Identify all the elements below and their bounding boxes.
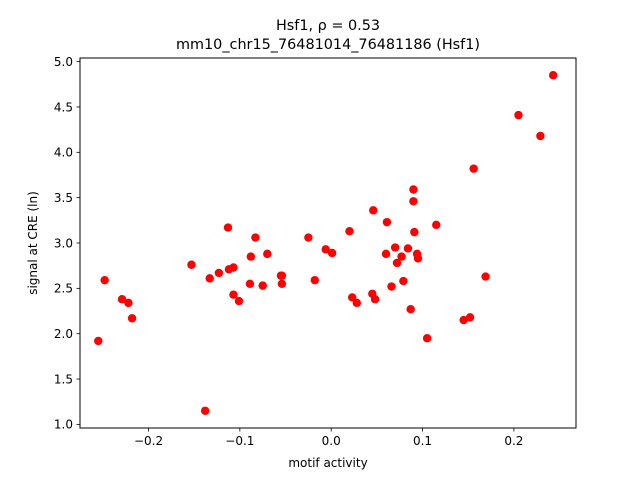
x-tick-label: 0.2 (504, 434, 523, 448)
data-point (392, 258, 402, 268)
data-point (403, 244, 413, 253)
data-point (327, 248, 337, 258)
x-axis-ticks: −0.2 −0.1 0.0 0.1 0.2 (134, 428, 523, 448)
data-point (465, 313, 475, 322)
data-point (390, 243, 400, 252)
y-tick-label: 3.0 (54, 236, 73, 250)
data-point (310, 275, 319, 285)
data-point (277, 271, 287, 280)
y-tick-label: 1.5 (54, 372, 73, 386)
data-point (481, 272, 490, 281)
data-point (382, 217, 392, 227)
data-point (397, 252, 406, 261)
data-point (117, 295, 127, 304)
x-tick-label: −0.2 (134, 434, 163, 448)
data-point (94, 336, 103, 346)
y-axis-label: signal at CRE (ln) (26, 191, 40, 295)
y-tick-label: 5.0 (54, 55, 73, 69)
data-point (200, 406, 210, 415)
data-point (100, 275, 109, 285)
data-point (370, 295, 380, 304)
chart-title-line-1: Hsf1, ρ = 0.53 (276, 18, 380, 34)
data-point (399, 276, 408, 286)
data-point (277, 279, 287, 289)
data-point (246, 252, 256, 261)
data-point (304, 233, 313, 242)
y-tick-label: 4.0 (54, 146, 73, 160)
data-point (422, 334, 432, 343)
y-tick-label: 2.0 (54, 327, 73, 341)
data-points (94, 71, 558, 415)
data-point (410, 227, 419, 237)
data-point (124, 298, 133, 308)
data-point (245, 279, 255, 289)
data-point (514, 110, 523, 120)
data-point (381, 249, 391, 259)
data-point (432, 220, 441, 230)
data-point (127, 314, 137, 323)
chart-title-line-2: mm10_chr15_76481014_76481186 (Hsf1) (176, 37, 480, 53)
x-tick-label: 0.1 (413, 434, 432, 448)
x-tick-label: −0.1 (225, 434, 254, 448)
data-point (469, 164, 478, 173)
data-point (387, 282, 396, 291)
data-point (205, 274, 214, 283)
plot-frame (79, 57, 577, 429)
y-tick-label: 1.0 (54, 418, 73, 432)
data-point (234, 296, 244, 306)
data-point (536, 131, 545, 141)
data-point (409, 185, 418, 194)
y-axis-ticks: 1.0 1.5 2.0 2.5 3.0 3.5 4.0 4.5 5.0 (54, 55, 80, 432)
data-point (352, 298, 361, 308)
data-point (214, 268, 224, 278)
data-point (409, 197, 418, 206)
y-tick-label: 4.5 (54, 100, 73, 114)
data-point (263, 249, 272, 259)
data-point (345, 227, 354, 236)
data-point (321, 245, 330, 254)
data-point (406, 305, 415, 314)
data-point (369, 206, 378, 215)
x-axis-label: motif activity (288, 456, 367, 470)
data-point (229, 290, 238, 299)
data-point (229, 263, 238, 272)
data-point (413, 254, 423, 263)
data-point (548, 71, 558, 80)
data-point (459, 315, 468, 325)
data-point (258, 281, 267, 290)
y-tick-label: 3.5 (54, 191, 73, 205)
x-tick-label: 0.0 (322, 434, 341, 448)
data-point (251, 233, 260, 242)
data-point (187, 260, 196, 269)
y-tick-label: 2.5 (54, 282, 73, 296)
data-point (223, 223, 233, 232)
